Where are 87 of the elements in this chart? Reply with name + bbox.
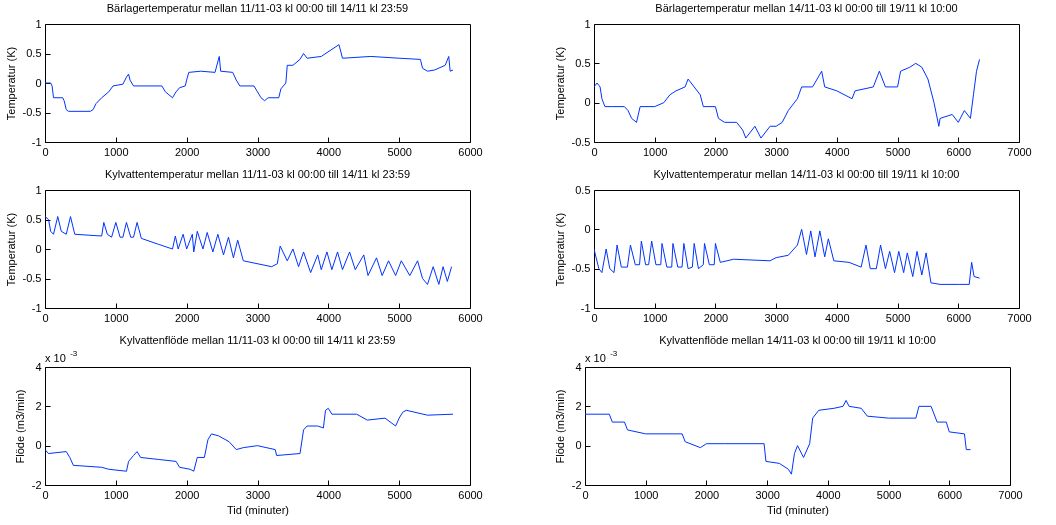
y-tick-label: -0.5 [571, 135, 591, 148]
y-tick-label: -0.5 [571, 262, 591, 275]
line-series [594, 228, 981, 285]
x-tick-label: 4000 [825, 145, 850, 158]
x-tick-label: 5000 [885, 145, 911, 158]
x-tick-label: 3000 [764, 145, 789, 158]
x-axis-title: Tid (minuter) [227, 503, 289, 516]
y-tick-label: 0.5 [575, 183, 591, 196]
chart-title: Kylvattentemperatur mellan 11/11-03 kl 00:00 till 14/11 kl 23:59 [104, 168, 411, 180]
x-tick-label: 3000 [245, 145, 271, 158]
line-series [45, 216, 453, 285]
x-tick-label: 4000 [316, 145, 342, 158]
x-tick-label: 3000 [245, 311, 271, 324]
x-tick-label: 5000 [387, 488, 412, 501]
y-tick-label: -1 [31, 301, 42, 314]
x-tick-label: 6000 [458, 311, 483, 324]
chart-title: Bärlagertemperatur mellan 14/11-03 kl 00:00 till 19/11 kl 10:00 [655, 2, 958, 14]
y-axis-title: Flöde (m3/min) [13, 389, 26, 464]
x-tick-label: 1000 [642, 145, 668, 158]
x-tick-label: 2000 [703, 145, 729, 158]
chart-title: Kylvattenflöde mellan 11/11-03 kl 00:00 till 14/11 kl 23:59 [119, 334, 396, 346]
text: x 10-3 [585, 349, 618, 364]
x-tick-label: 1000 [104, 488, 129, 501]
x-tick-label: 7000 [1007, 311, 1032, 324]
y-tick-label: 1 [35, 17, 42, 30]
text: x 10-3 [45, 349, 78, 364]
y-tick-label: 1 [35, 183, 42, 196]
x-tick-label: 5000 [387, 145, 412, 158]
x-tick-label: 2000 [174, 145, 200, 158]
x-tick-label: 5000 [387, 311, 412, 324]
chart-title: Bärlagertemperatur mellan 11/11-03 kl 00:00 till 14/11 kl 23:59 [106, 2, 409, 14]
x-axis-title: Tid (minuter) [767, 503, 829, 516]
x-tick-label: 4000 [825, 311, 850, 324]
y-tick-label: 4 [575, 360, 582, 373]
x-tick-label: 2000 [174, 311, 200, 324]
x-tick-label: 6000 [458, 488, 483, 501]
y-tick-label: 0 [35, 242, 42, 255]
y-tick-label: -0.5 [22, 272, 42, 284]
x-tick-label: 2000 [174, 488, 200, 501]
y-tick-label: -2 [571, 478, 582, 491]
y-tick-label: 4 [35, 360, 42, 373]
x-tick-label: 1000 [104, 311, 129, 324]
y-tick-label: 1 [584, 17, 591, 30]
x-tick-label: 5000 [876, 488, 902, 501]
x-tick-label: 2000 [694, 488, 720, 501]
y-tick-label: 2 [35, 399, 42, 412]
y-axis-title: Flöde (m3/min) [553, 389, 566, 464]
y-axis-title: Temperatur (K) [4, 212, 17, 287]
y-axis-title: Temperatur (K) [553, 46, 566, 121]
y-tick-label: 0 [584, 96, 591, 109]
line-series [585, 399, 972, 475]
chart-title: Kylvattenflöde mellan 14/11-03 kl 00:00 till 19/11 kl 10:00 [659, 334, 936, 346]
y-axis-title: Temperatur (K) [553, 212, 566, 287]
x-tick-label: 6000 [458, 145, 483, 158]
y-tick-label: 0 [35, 76, 42, 89]
x-tick-label: 1000 [642, 311, 668, 324]
x-tick-label: 4000 [316, 311, 342, 324]
x-tick-label: 2000 [703, 311, 729, 324]
y-tick-label: -2 [31, 478, 42, 491]
chart-title: Kylvattentemperatur mellan 14/11-03 kl 00:00 till 19/11 kl 10:00 [653, 168, 960, 180]
y-tick-label: 0 [584, 222, 591, 235]
y-tick-label: 2 [575, 399, 582, 412]
y-tick-label: -1 [31, 135, 42, 148]
y-tick-label: 0.5 [575, 56, 591, 69]
y-tick-label: 0.5 [26, 213, 42, 225]
x-tick-label: 4000 [316, 488, 342, 501]
x-tick-label: 4000 [816, 488, 841, 501]
x-tick-label: 7000 [998, 488, 1023, 501]
line-series [594, 58, 981, 139]
x-tick-label: 1000 [104, 145, 129, 158]
x-tick-label: 3000 [755, 488, 780, 501]
y-tick-label: -1 [580, 301, 591, 314]
x-tick-label: 1000 [633, 488, 659, 501]
y-tick-label: 0 [35, 439, 42, 452]
x-tick-label: 3000 [764, 311, 789, 324]
y-tick-label: 0.5 [26, 47, 42, 59]
line-series [45, 44, 454, 112]
line-series [45, 407, 454, 472]
x-tick-label: 7000 [1007, 145, 1032, 158]
y-tick-label: -0.5 [22, 106, 42, 118]
y-axis-title: Temperatur (K) [4, 46, 17, 121]
x-tick-label: 6000 [946, 311, 972, 324]
x-tick-label: 6000 [937, 488, 963, 501]
x-tick-label: 3000 [245, 488, 271, 501]
y-tick-label: 0 [575, 439, 582, 452]
x-tick-label: 6000 [946, 145, 972, 158]
x-tick-label: 5000 [885, 311, 911, 324]
